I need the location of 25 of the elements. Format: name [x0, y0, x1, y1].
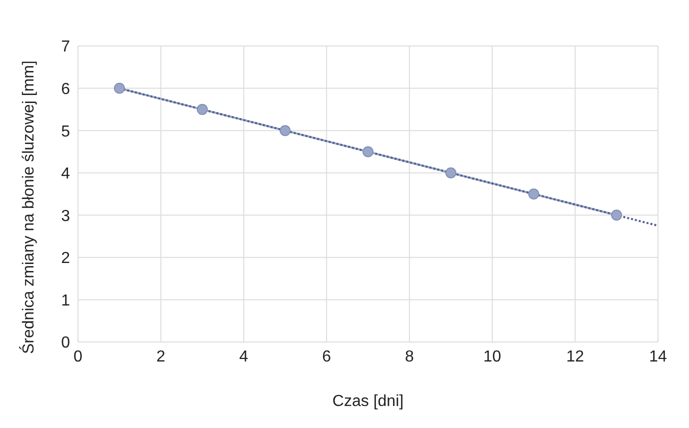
- x-tick-label: 14: [649, 348, 667, 366]
- x-axis-title: Czas [dni]: [332, 393, 404, 410]
- y-axis-title: Średnica zmiany na błonie śluzowej [mm]: [18, 60, 38, 354]
- point: [445, 167, 456, 178]
- x-tick-label: 8: [404, 348, 414, 366]
- x-tick-label: 12: [566, 348, 584, 366]
- y-tick-label: 5: [61, 123, 70, 140]
- y-tick-label: 2: [61, 250, 70, 268]
- y-tick-label: 6: [61, 80, 70, 98]
- point: [611, 210, 622, 221]
- x-tick-label: 2: [156, 348, 166, 366]
- y-tick-label: 0: [61, 334, 70, 352]
- point: [362, 146, 374, 158]
- point: [196, 104, 208, 115]
- x-tick-label: 10: [483, 348, 502, 366]
- y-tick-label: 7: [61, 38, 70, 56]
- point: [114, 82, 125, 94]
- x-tick-label: 6: [322, 348, 332, 366]
- x-tick-label: 4: [239, 348, 248, 366]
- x-tick-label: 0: [74, 348, 83, 366]
- point: [528, 188, 540, 200]
- y-tick-label: 1: [61, 292, 70, 310]
- point: [280, 125, 291, 136]
- y-tick-label: 4: [61, 166, 70, 183]
- y-tick-label: 3: [61, 208, 70, 225]
